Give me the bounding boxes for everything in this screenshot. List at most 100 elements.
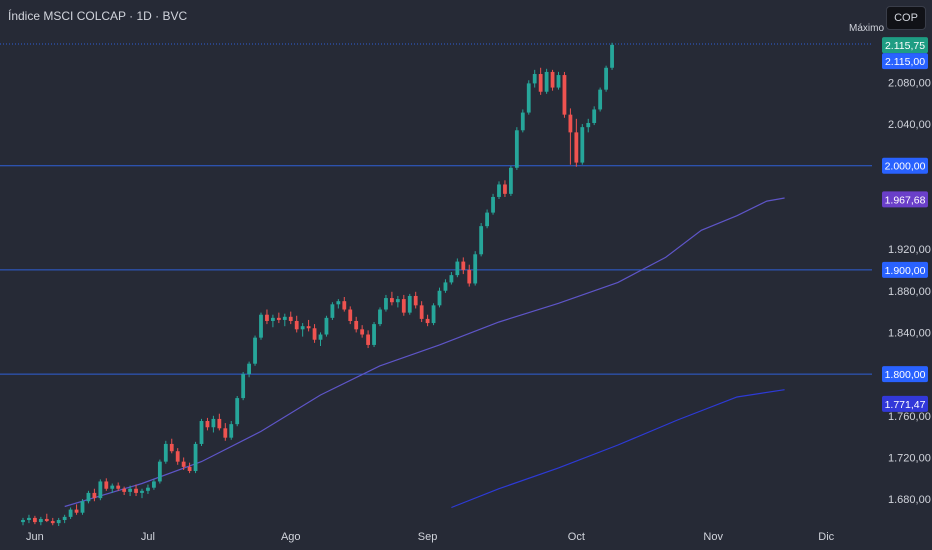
candle-body bbox=[229, 424, 234, 438]
candle-body bbox=[395, 299, 400, 303]
price-badge-label: 2.000,00 bbox=[885, 161, 926, 173]
x-tick-label: Ago bbox=[281, 531, 301, 543]
x-tick-label: Oct bbox=[568, 531, 585, 543]
candle-body bbox=[300, 326, 305, 330]
x-tick-label: Nov bbox=[703, 531, 723, 543]
candle-body bbox=[74, 509, 79, 513]
candle-body bbox=[342, 301, 347, 310]
candle-body bbox=[532, 74, 537, 84]
price-badge bbox=[882, 395, 928, 412]
candle-body bbox=[181, 461, 186, 467]
candle-body bbox=[27, 517, 31, 520]
candle-body bbox=[562, 75, 567, 115]
candle-body bbox=[437, 290, 442, 306]
candle-body bbox=[116, 485, 121, 489]
price-badge bbox=[882, 261, 928, 278]
candle-body bbox=[467, 269, 472, 284]
candle-body bbox=[92, 492, 97, 499]
candle-body bbox=[520, 112, 525, 131]
x-tick-label: Dic bbox=[818, 531, 834, 543]
candle-body bbox=[38, 518, 43, 523]
candle-body bbox=[455, 261, 460, 276]
price-badge-label: 1.900,00 bbox=[885, 265, 926, 277]
candle-body bbox=[598, 89, 603, 110]
candle-body bbox=[580, 127, 585, 163]
candle-body bbox=[592, 109, 597, 123]
candle-body bbox=[21, 520, 25, 523]
candle-body bbox=[152, 481, 156, 488]
candle-body bbox=[556, 75, 561, 88]
candle-body bbox=[479, 226, 484, 255]
candle-body bbox=[294, 320, 299, 330]
candle-body bbox=[217, 418, 222, 429]
candle-body bbox=[461, 261, 466, 270]
candle-body bbox=[425, 318, 430, 324]
candle-body bbox=[193, 443, 198, 472]
candle-body bbox=[407, 295, 412, 313]
candle-body bbox=[271, 317, 275, 321]
candle-body bbox=[247, 363, 251, 375]
candle-body bbox=[276, 317, 281, 320]
candle-body bbox=[538, 74, 543, 92]
candle-body bbox=[360, 329, 365, 335]
candle-body bbox=[205, 421, 210, 428]
candle-body bbox=[265, 314, 269, 321]
candle-body bbox=[235, 398, 240, 425]
price-badge-label: 1.800,00 bbox=[885, 369, 926, 381]
candle-body bbox=[509, 167, 513, 194]
candle-body bbox=[110, 485, 115, 489]
y-tick-label: 1.680,00 bbox=[888, 494, 931, 506]
candle-body bbox=[497, 184, 501, 197]
price-badge-label: 1.967,68 bbox=[885, 194, 926, 206]
y-tick-label: 2.080,00 bbox=[888, 77, 931, 89]
x-tick-label: Jun bbox=[26, 531, 44, 543]
candle-body bbox=[33, 517, 37, 523]
candle-body bbox=[312, 328, 317, 340]
candle-body bbox=[443, 282, 448, 291]
candle-body bbox=[372, 324, 376, 345]
candle-body bbox=[473, 254, 478, 284]
price-badge bbox=[882, 37, 928, 54]
currency-button[interactable]: COP bbox=[886, 6, 926, 30]
candle-body bbox=[146, 487, 150, 491]
candle-body bbox=[211, 418, 216, 428]
candle-body bbox=[169, 443, 174, 452]
price-badge-label: 2.115,75 bbox=[885, 40, 925, 52]
candle-body bbox=[241, 374, 246, 399]
chart-title: Índice MSCI COLCAP · 1D · BVC bbox=[8, 9, 188, 23]
candle-body bbox=[419, 305, 424, 319]
price-badge bbox=[882, 191, 928, 208]
candle-body bbox=[282, 316, 287, 320]
candle-body bbox=[574, 132, 579, 163]
candle-body bbox=[348, 309, 353, 321]
candle-body bbox=[413, 295, 418, 306]
candle-body bbox=[187, 466, 192, 472]
candle-body bbox=[253, 337, 257, 364]
candle-body bbox=[544, 71, 549, 92]
y-tick-label: 1.920,00 bbox=[888, 244, 931, 256]
candle-body bbox=[366, 334, 370, 345]
price-badge bbox=[882, 157, 928, 174]
price-badge-label: 1.771,47 bbox=[885, 399, 926, 411]
candle-body bbox=[568, 114, 573, 133]
candle-body bbox=[140, 490, 144, 493]
candle-body bbox=[44, 518, 49, 522]
candle-body bbox=[449, 275, 454, 283]
candle-body bbox=[157, 461, 162, 482]
candle-body bbox=[586, 122, 591, 128]
candle-body bbox=[134, 488, 138, 493]
candle-body bbox=[485, 212, 489, 227]
candle-body bbox=[62, 516, 67, 520]
candle-body bbox=[68, 509, 73, 517]
candle-body bbox=[50, 521, 55, 524]
candle-body bbox=[330, 304, 335, 318]
y-tick-label: 1.760,00 bbox=[888, 411, 931, 423]
candle-body bbox=[354, 320, 359, 330]
candle-body bbox=[128, 488, 132, 492]
y-tick-label: 1.720,00 bbox=[888, 452, 931, 464]
x-tick-label: Sep bbox=[418, 531, 438, 543]
y-tick-label: 1.880,00 bbox=[888, 286, 931, 298]
candle-body bbox=[526, 83, 531, 113]
candle-body bbox=[259, 314, 263, 338]
